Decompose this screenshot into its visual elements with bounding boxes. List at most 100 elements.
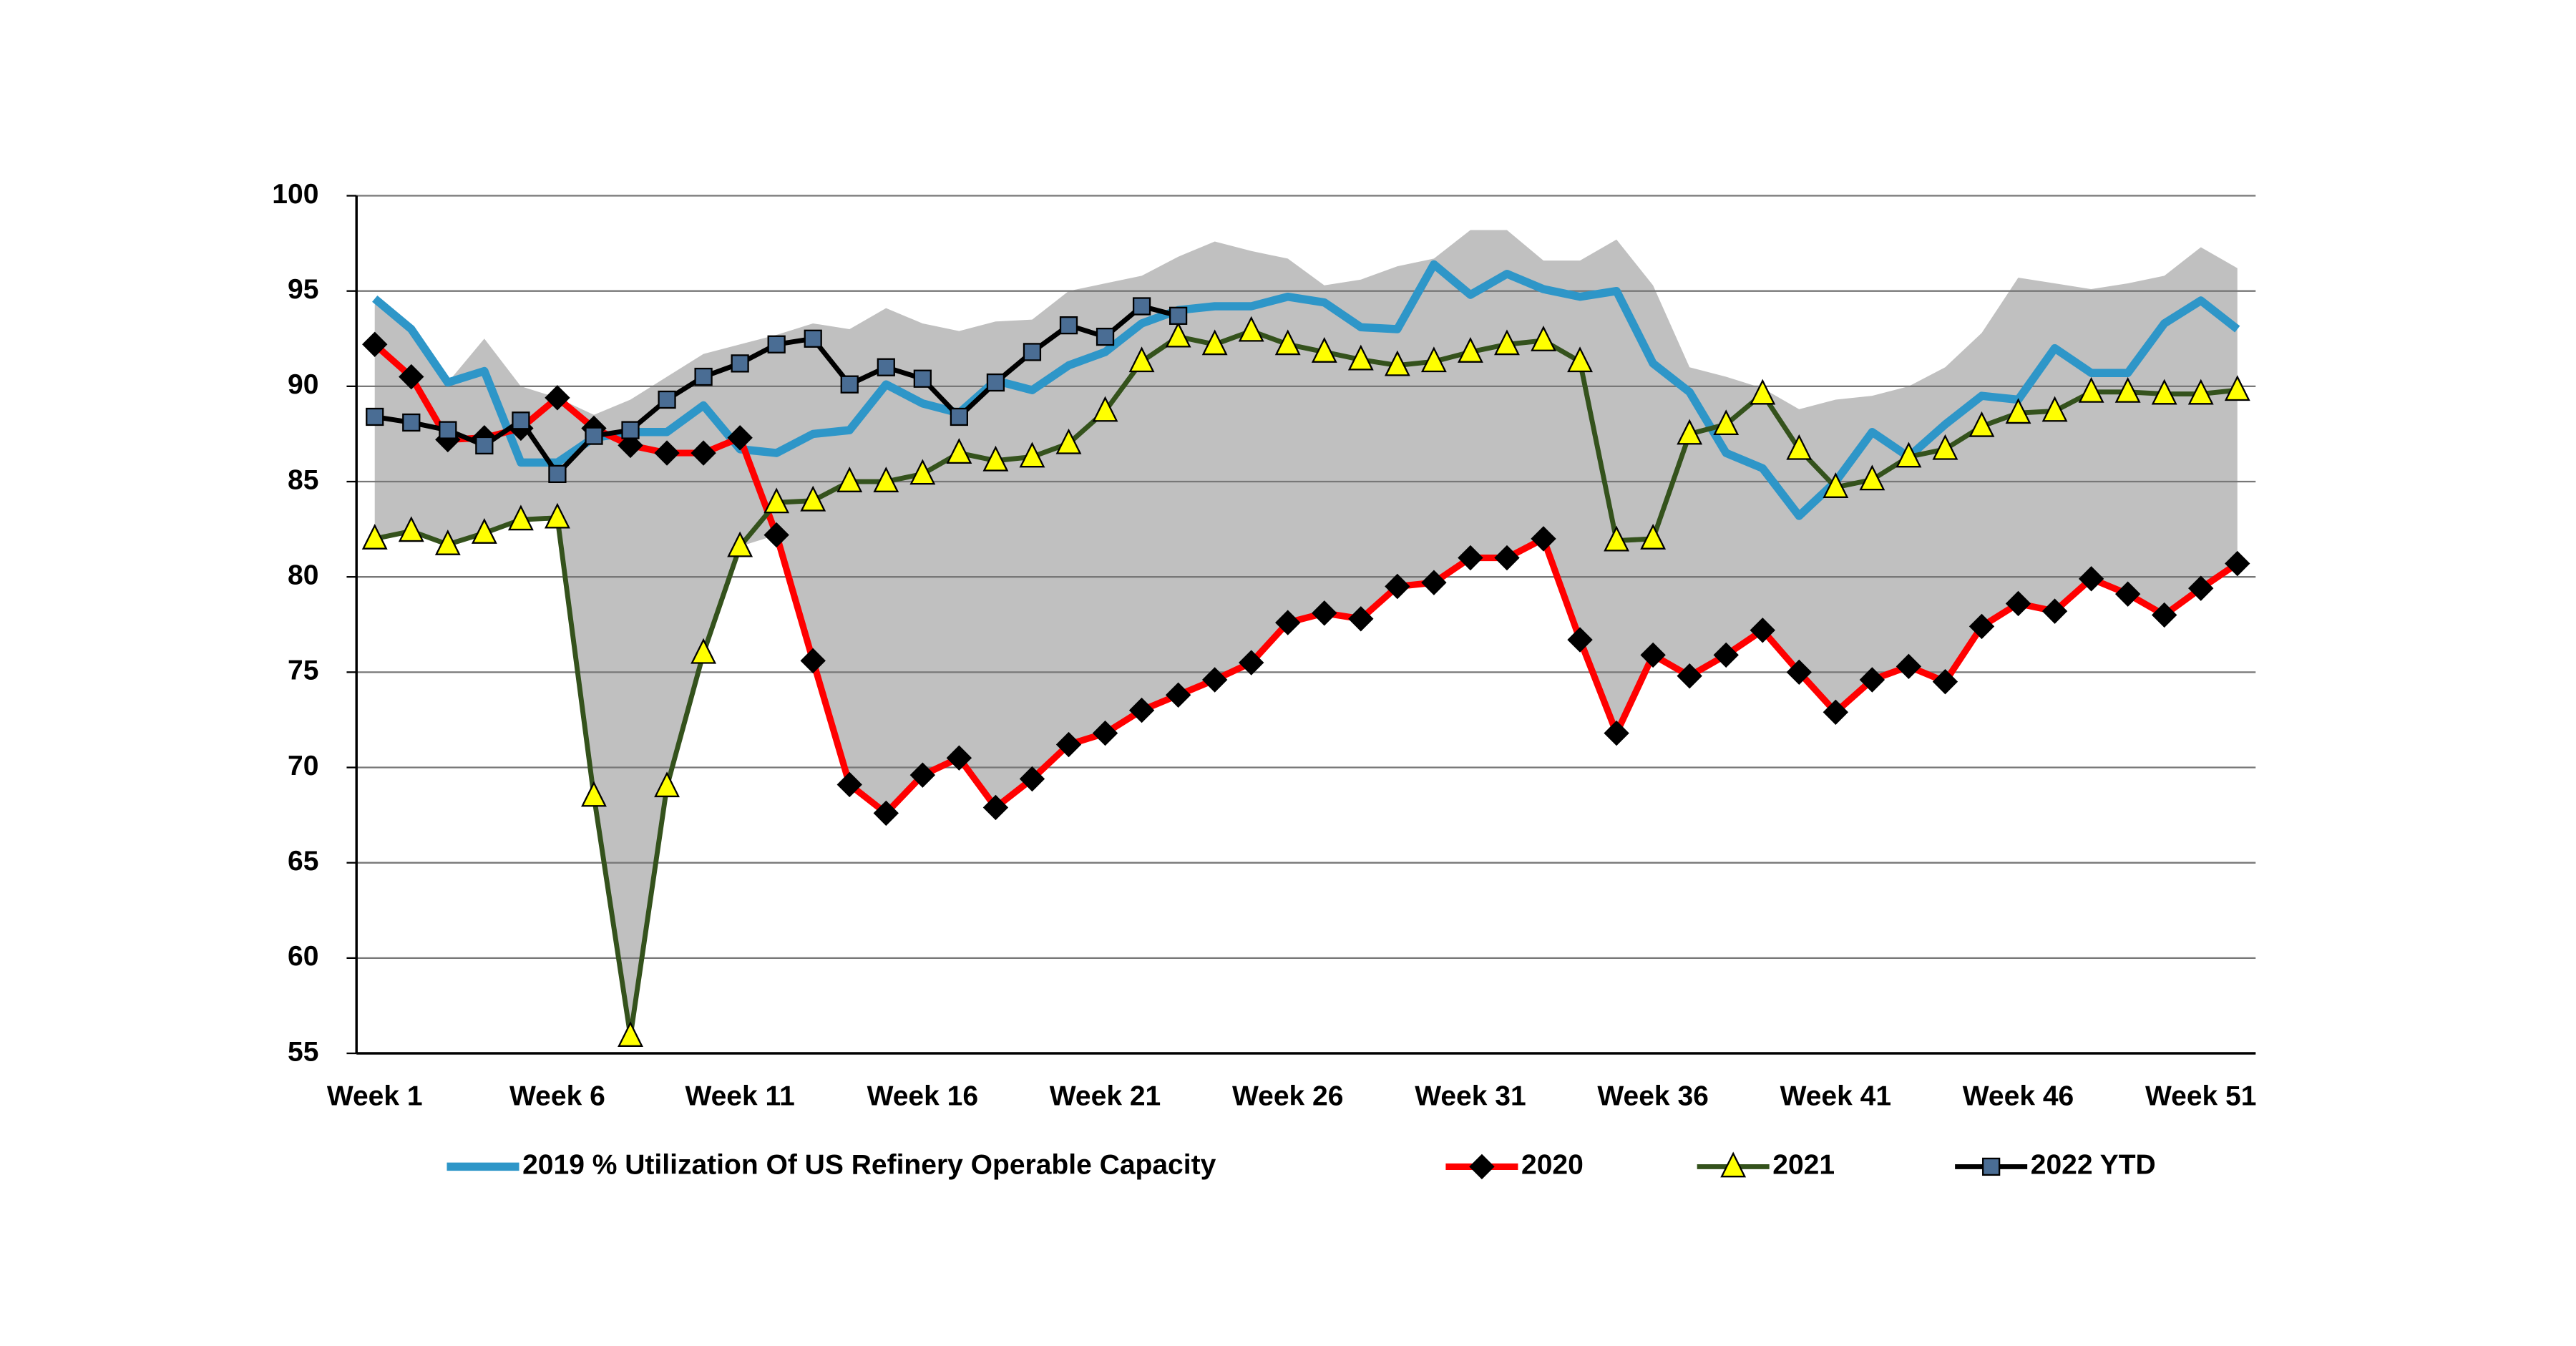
square-marker: [1023, 343, 1042, 361]
square-marker: [366, 407, 384, 426]
y-tick-label: 85: [288, 464, 318, 495]
triangle-marker: [618, 1021, 643, 1047]
diamond-marker: [1750, 618, 1775, 643]
y-tick-label: 95: [288, 274, 318, 305]
triangle-marker: [2151, 379, 2177, 405]
triangle-marker: [1896, 442, 1922, 468]
square-marker: [585, 426, 603, 445]
triangle-marker: [545, 502, 570, 529]
diamond-marker: [2041, 598, 2068, 624]
y-tick-label: 60: [288, 941, 318, 972]
y-tick-label: 65: [288, 846, 318, 877]
diamond-marker: [1458, 545, 1483, 571]
legend-marker: [1720, 1151, 1747, 1178]
x-tick-label: Week 41: [1780, 1081, 1891, 1111]
triangle-marker: [691, 638, 717, 664]
y-tick-label: 100: [272, 179, 318, 210]
triangle-marker: [2078, 376, 2104, 403]
diamond-marker: [727, 425, 753, 451]
triangle-marker: [909, 459, 936, 485]
diamond-marker: [873, 800, 899, 826]
square-marker: [913, 369, 932, 388]
y-tick-label: 70: [288, 751, 318, 781]
triangle-marker: [873, 467, 899, 492]
triangle-marker: [1092, 396, 1118, 422]
triangle-marker: [507, 504, 534, 531]
square-marker: [731, 354, 749, 373]
triangle-marker: [946, 438, 972, 464]
square-marker: [804, 329, 822, 348]
square-marker: [840, 375, 859, 394]
diamond-marker: [1312, 600, 1337, 626]
triangle-marker: [434, 529, 461, 555]
legend-marker: [1982, 1157, 2001, 1176]
square-marker: [694, 367, 713, 386]
legend-item: 2022 YTD: [1955, 1150, 2156, 1181]
square-marker: [1096, 327, 1115, 346]
diamond-marker: [1567, 627, 1593, 653]
x-tick-label: Week 36: [1597, 1081, 1708, 1111]
diamond-marker: [2152, 602, 2177, 628]
diamond-marker: [618, 432, 643, 459]
triangle-marker: [1859, 464, 1885, 491]
diamond-marker: [763, 522, 789, 548]
diamond-marker: [399, 364, 424, 390]
triangle-marker: [1494, 329, 1520, 356]
triangle-marker: [836, 467, 863, 492]
diamond-marker: [2225, 550, 2250, 577]
diamond-marker: [1531, 526, 1556, 552]
diamond-marker: [1019, 766, 1045, 792]
legend-item: 2021: [1697, 1150, 1835, 1181]
diamond-marker: [1896, 653, 1922, 680]
diamond-marker: [800, 648, 826, 674]
triangle-marker: [1238, 316, 1264, 342]
legend-label: 2020: [1521, 1150, 1584, 1181]
triangle-marker: [1750, 379, 1776, 405]
diamond-marker: [1239, 650, 1264, 676]
diamond-marker: [836, 771, 862, 798]
diamond-marker: [1713, 642, 1739, 668]
diamond-marker: [2188, 575, 2214, 601]
triangle-marker: [1640, 523, 1667, 550]
diamond-marker: [1494, 545, 1520, 571]
triangle-marker: [1165, 321, 1191, 348]
triangle-marker: [471, 517, 497, 544]
square-marker: [621, 421, 640, 439]
triangle-marker: [1677, 419, 1703, 445]
triangle-marker: [581, 781, 607, 807]
x-tick-label: Week 1: [327, 1081, 423, 1111]
triangle-marker: [1201, 329, 1228, 356]
triangle-marker: [1311, 336, 1337, 363]
square-marker: [512, 411, 530, 430]
y-tick-label: 80: [288, 560, 318, 591]
triangle-marker: [2041, 396, 2068, 422]
legend-label: 2021: [1772, 1150, 1835, 1181]
triangle-marker: [2005, 398, 2031, 424]
diamond-marker: [1385, 573, 1410, 600]
legend-label: 2022 YTD: [2031, 1150, 2156, 1181]
diamond-marker: [362, 331, 388, 357]
diamond-marker: [1823, 699, 1849, 725]
triangle-marker: [2114, 376, 2141, 403]
diamond-marker: [691, 440, 716, 466]
square-marker: [1132, 297, 1151, 316]
x-tick-label: Week 21: [1050, 1081, 1161, 1111]
triangle-marker: [361, 523, 388, 550]
diamond-marker: [1201, 667, 1228, 693]
x-tick-label: Week 31: [1415, 1081, 1526, 1111]
x-tick-label: Week 16: [867, 1081, 978, 1111]
y-tick-label: 90: [288, 369, 318, 400]
triangle-marker: [1274, 329, 1301, 356]
series-line: [372, 260, 2240, 520]
diamond-marker: [1786, 659, 1812, 686]
square-marker: [1059, 316, 1078, 335]
diamond-marker: [1932, 668, 1958, 695]
square-marker: [475, 436, 494, 455]
diamond-marker: [1275, 610, 1301, 635]
legend-item: 2020: [1445, 1150, 1584, 1181]
legend-item: 2019 % Utilization Of US Refinery Operab…: [447, 1150, 1216, 1181]
series-line: [372, 341, 2240, 817]
diamond-marker: [2005, 590, 2031, 617]
diamond-marker: [1604, 720, 1629, 746]
